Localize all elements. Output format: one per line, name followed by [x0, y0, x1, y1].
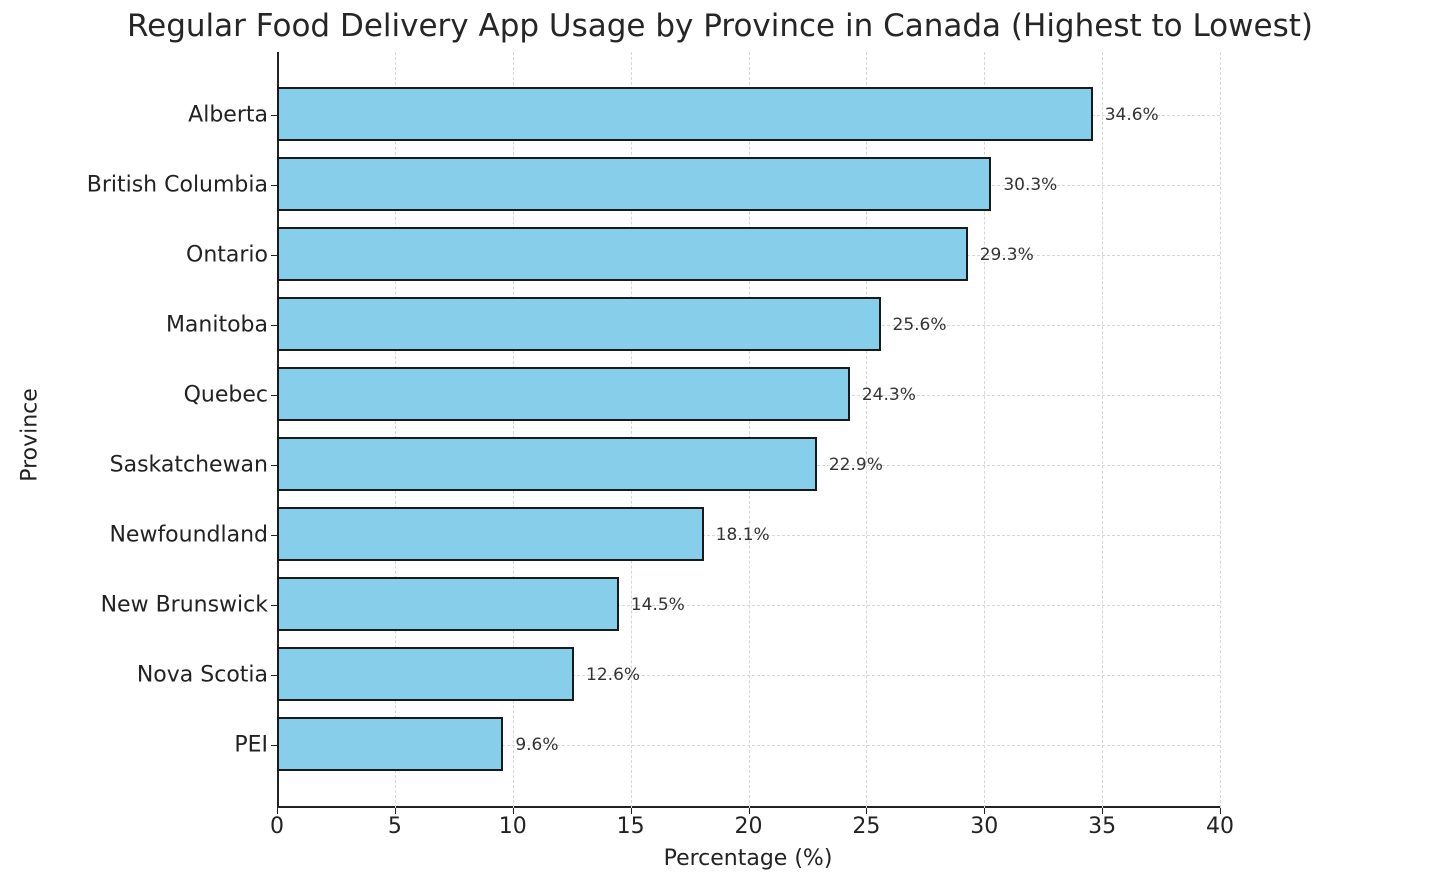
y-tick-label: Ontario	[186, 242, 268, 268]
x-tick	[748, 808, 750, 814]
y-gridline	[277, 675, 1220, 676]
plot-area	[271, 52, 1221, 814]
x-tick	[512, 808, 514, 814]
x-tick-label: 5	[387, 814, 402, 839]
x-tick-label: 35	[1088, 814, 1117, 839]
x-axis-title: Percentage (%)	[663, 846, 833, 871]
x-gridline	[748, 52, 750, 808]
x-tick	[630, 808, 632, 814]
x-tick-label: 15	[616, 814, 645, 839]
y-tick	[271, 325, 277, 326]
y-tick	[271, 185, 277, 186]
x-gridline	[630, 52, 632, 808]
y-gridline	[277, 535, 1220, 536]
y-tick	[271, 465, 277, 466]
y-tick-label: PEI	[234, 732, 268, 758]
x-tick	[1102, 808, 1104, 814]
y-tick	[271, 605, 277, 606]
y-tick	[271, 675, 277, 676]
bar-quebec	[277, 367, 850, 421]
bar-newfoundland	[277, 507, 704, 561]
bar-british-columbia	[277, 157, 992, 211]
x-tick-label: 20	[734, 814, 763, 839]
value-label: 9.6%	[515, 735, 559, 755]
y-tick	[271, 535, 277, 536]
x-tick-label: 40	[1206, 814, 1234, 839]
value-label: 22.9%	[828, 455, 883, 475]
chart-title: Regular Food Delivery App Usage by Provi…	[127, 8, 1313, 44]
bar-nova-scotia	[277, 647, 575, 701]
x-gridline	[512, 52, 514, 808]
bar-ontario	[277, 227, 968, 281]
bar-alberta	[277, 87, 1093, 141]
y-tick-label: British Columbia	[86, 172, 268, 198]
y-tick	[271, 255, 277, 256]
y-tick-label: Manitoba	[165, 312, 268, 338]
x-tick-label: 25	[852, 814, 881, 839]
bar-manitoba	[277, 297, 881, 351]
x-tick	[984, 808, 986, 814]
y-tick-label: Nova Scotia	[136, 662, 268, 688]
x-gridline	[984, 52, 986, 808]
x-tick-label: 10	[498, 814, 527, 839]
value-label: 24.3%	[861, 385, 916, 405]
y-tick-label: Alberta	[188, 102, 268, 128]
value-label: 30.3%	[1003, 175, 1058, 195]
x-tick	[394, 808, 396, 814]
y-tick	[271, 115, 277, 116]
x-tick	[1220, 808, 1221, 814]
bar-saskatchewan	[277, 437, 817, 491]
bar-new-brunswick	[277, 577, 619, 631]
x-gridline	[1220, 52, 1221, 808]
value-label: 34.6%	[1104, 105, 1159, 125]
x-gridline	[866, 52, 868, 808]
y-tick-label: Newfoundland	[109, 522, 268, 548]
y-axis-line	[277, 52, 279, 808]
y-tick-label: Saskatchewan	[109, 452, 268, 478]
y-tick	[271, 395, 277, 396]
value-label: 14.5%	[630, 595, 685, 615]
x-tick	[277, 808, 278, 814]
x-gridline	[394, 52, 396, 808]
y-tick	[271, 745, 277, 746]
x-tick	[866, 808, 868, 814]
value-label: 29.3%	[979, 245, 1034, 265]
y-axis-title: Province	[17, 388, 43, 482]
y-gridline	[277, 605, 1220, 606]
value-label: 12.6%	[586, 665, 641, 685]
bar-pei	[277, 717, 504, 771]
y-tick-label: New Brunswick	[100, 592, 268, 618]
y-tick-label: Quebec	[183, 382, 268, 408]
y-gridline	[277, 745, 1220, 746]
x-gridline	[1102, 52, 1104, 808]
value-label: 25.6%	[892, 315, 947, 335]
x-tick-label: 30	[970, 814, 999, 839]
value-label: 18.1%	[715, 525, 770, 545]
x-tick-label: 0	[270, 814, 284, 839]
